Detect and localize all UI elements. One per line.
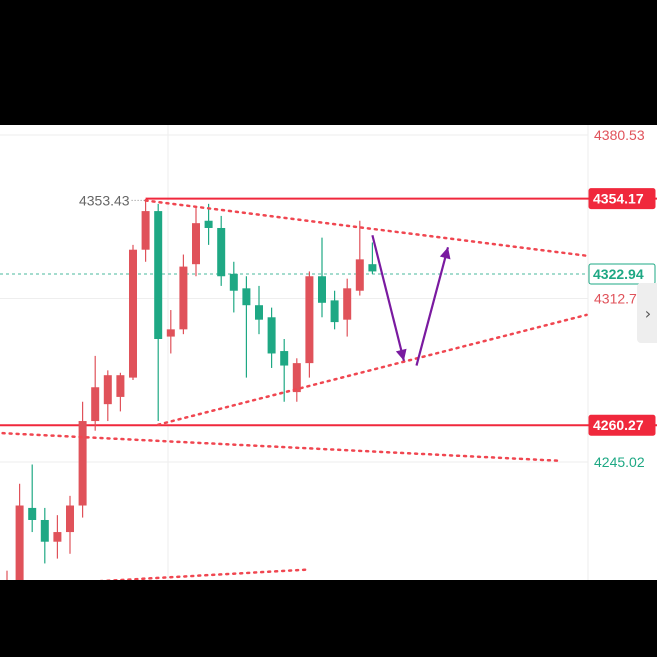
candle-body (267, 317, 276, 354)
price-tag (588, 414, 656, 436)
trendline-dotted (156, 313, 588, 426)
candle-body (179, 266, 188, 330)
candle-body (204, 220, 213, 228)
arrow-head-icon (395, 348, 407, 361)
candle-body (242, 288, 251, 306)
axis-tick-label: 4380.53 (594, 127, 645, 143)
arrow-shaft (415, 247, 450, 366)
axis-tick-label: 4245.02 (594, 454, 645, 470)
candle-body (166, 329, 175, 337)
candle-body (292, 363, 301, 393)
candle-body (229, 273, 238, 291)
candle-body (280, 351, 289, 366)
candle-body (255, 305, 263, 320)
candle-body (116, 375, 125, 397)
candle-body (129, 249, 137, 378)
candle-body (368, 264, 377, 272)
candle-body (305, 276, 314, 364)
chart-panel[interactable]: 4353.434380.534312.784245.024177.274354.… (0, 125, 657, 580)
candle-body (217, 227, 226, 277)
candlestick-chart[interactable]: 4353.434380.534312.784245.024177.274354.… (0, 125, 657, 580)
trendline-dotted (0, 431, 563, 463)
price-tag (588, 188, 656, 210)
arrow-head-icon (439, 247, 451, 260)
price-tag-label: 4260.27 (593, 417, 644, 433)
trendline-dotted (98, 568, 311, 580)
chevron-right-icon: › (644, 303, 652, 323)
candle-body (53, 532, 62, 542)
annotation-label: 4353.43 (79, 192, 130, 208)
candle-body (141, 211, 150, 250)
price-tag-label: 4322.94 (593, 266, 644, 282)
price-tag (588, 263, 656, 285)
candle-body (330, 300, 339, 323)
axis-tick-label: 4312.78 (594, 291, 645, 307)
candle-body (154, 211, 163, 339)
candle-body (318, 276, 326, 303)
candle-body (343, 288, 352, 320)
candle-body (40, 519, 49, 542)
candle-body (15, 505, 24, 580)
trendline-dotted (144, 199, 588, 257)
candle-body (192, 223, 200, 265)
candle-body (28, 507, 37, 520)
candle-body (66, 505, 74, 533)
candle-body (103, 375, 112, 405)
candle-body (355, 259, 364, 291)
arrow-shaft (371, 234, 405, 361)
candle-body (78, 421, 87, 506)
scroll-right-button[interactable]: › (637, 283, 657, 343)
price-tag-label: 4354.17 (593, 191, 644, 207)
candle-body (91, 387, 100, 422)
